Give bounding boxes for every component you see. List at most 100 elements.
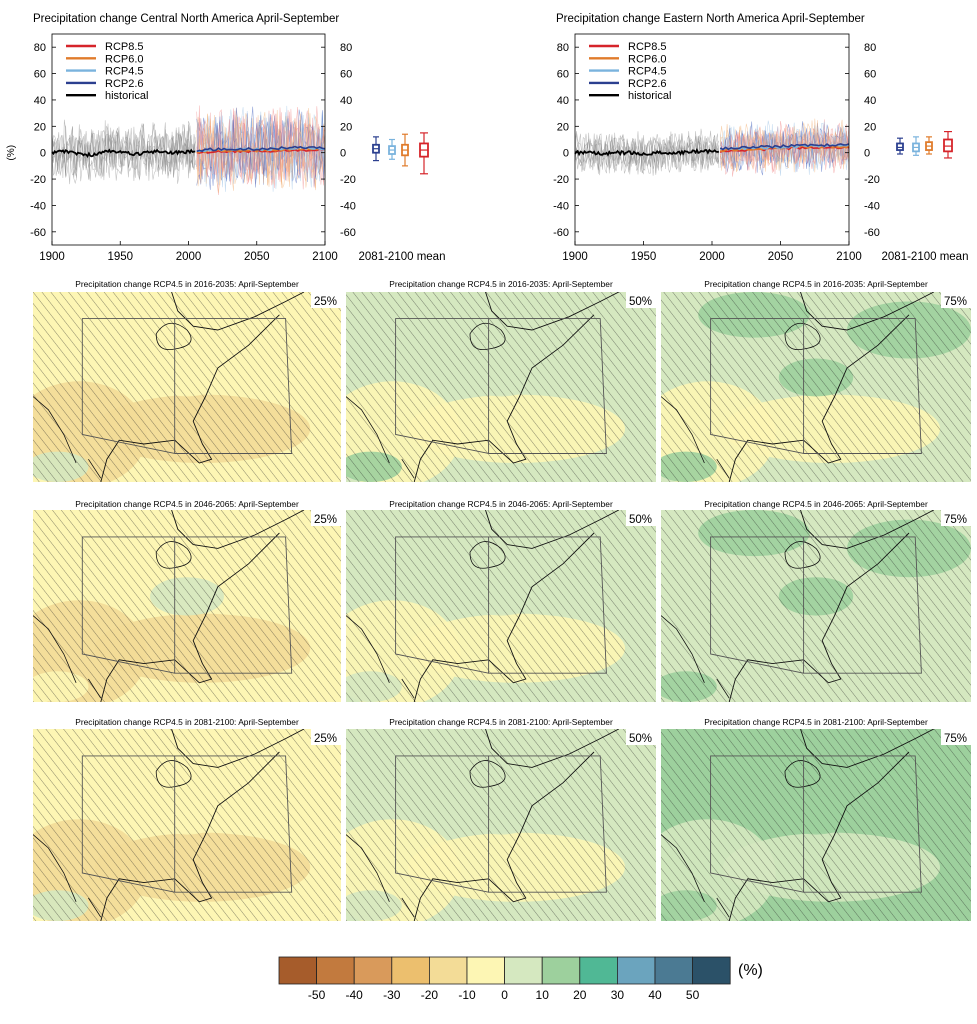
region-boxes	[395, 536, 607, 674]
boxplots	[372, 132, 429, 175]
great-lakes	[469, 322, 506, 350]
colorbar-swatch	[504, 956, 543, 985]
map-title: Precipitation change RCP4.5 in 2016-2035…	[704, 279, 928, 289]
colorbar-tick-label: 20	[573, 988, 587, 1002]
y-tick-label-right: 0	[340, 148, 346, 160]
map-hatching	[661, 729, 971, 921]
legend-label: RCP8.5	[628, 41, 667, 53]
legend-label: historical	[628, 90, 671, 102]
historical-member-line	[51, 123, 196, 184]
y-tick-label-right: -40	[340, 200, 356, 212]
region-boxes	[395, 755, 607, 893]
map-body	[346, 729, 656, 921]
timeseries-eastern: Precipitation change Eastern North Ameri…	[553, 13, 968, 263]
coastline	[100, 510, 305, 702]
y-tick-label: 20	[557, 121, 569, 133]
map-title: Precipitation change RCP4.5 in 2016-2035…	[389, 279, 613, 289]
map-hatching	[346, 292, 656, 482]
map-panel: Precipitation change RCP4.5 in 2081-2100…	[33, 717, 341, 921]
great-lakes	[784, 760, 821, 788]
colorbar-swatch	[617, 956, 656, 985]
boxplot-label: 2081-2100 mean	[359, 251, 446, 263]
map-hatching	[661, 510, 971, 702]
percentile-label: 25%	[314, 514, 337, 526]
percentile-label: 50%	[629, 296, 652, 308]
colorbar-tick-label: 30	[611, 988, 625, 1002]
colorbar-swatch	[316, 956, 355, 985]
y-tick-label-right: 20	[864, 121, 876, 133]
scenario-member-line	[719, 121, 850, 172]
map-title: Precipitation change RCP4.5 in 2046-2065…	[75, 499, 299, 509]
map-panel: Precipitation change RCP4.5 in 2016-2035…	[33, 279, 341, 482]
y-tick-label: 40	[34, 95, 46, 107]
percentile-label: 75%	[944, 733, 967, 745]
y-tick-label-right: 0	[864, 148, 870, 160]
percentile-label-bg	[941, 510, 971, 526]
y-tick-label-right: -20	[340, 174, 356, 186]
legend-label: RCP8.5	[105, 41, 144, 53]
legend-label: RCP4.5	[628, 66, 667, 78]
percentile-label-bg	[311, 292, 341, 308]
map-body	[346, 510, 656, 702]
region-boxes	[81, 536, 293, 674]
x-tick-label: 1900	[562, 251, 588, 263]
region-boxes	[710, 536, 922, 674]
colorbar-swatch	[428, 956, 468, 985]
percentile-label: 75%	[944, 296, 967, 308]
y-tick-label: -60	[553, 227, 569, 239]
colorbar-swatch	[692, 956, 731, 985]
map-title: Precipitation change RCP4.5 in 2046-2065…	[704, 499, 928, 509]
great-lakes	[155, 760, 192, 788]
y-tick-label-right: -60	[864, 227, 880, 239]
map-hatching	[346, 729, 656, 921]
west-coastline	[661, 615, 730, 699]
map-panel: Precipitation change RCP4.5 in 2016-2035…	[661, 279, 971, 482]
west-coastline	[346, 396, 415, 479]
coastline	[728, 510, 935, 702]
map-panel: Precipitation change RCP4.5 in 2046-2065…	[346, 499, 656, 702]
legend-label: historical	[105, 90, 148, 102]
colorbar-tick-label: 50	[686, 988, 700, 1002]
coastline	[728, 729, 935, 921]
y-tick-label-right: 60	[340, 69, 352, 81]
colorbar-swatch	[541, 956, 581, 985]
ts-title: Precipitation change Eastern North Ameri…	[556, 13, 865, 25]
great-lakes	[155, 322, 192, 350]
colorbar-swatch	[353, 956, 393, 985]
region-boxes	[710, 318, 922, 455]
map-hatching	[661, 292, 971, 482]
map-title: Precipitation change RCP4.5 in 2081-2100…	[704, 717, 928, 727]
y-tick-label: -40	[553, 200, 569, 212]
box-iqr	[896, 142, 904, 151]
x-tick-label: 2100	[312, 251, 338, 263]
coastline	[100, 729, 305, 921]
y-tick-label: 0	[563, 148, 569, 160]
x-tick-label: 1950	[107, 251, 133, 263]
scenario-mean-line	[196, 145, 326, 153]
west-coastline	[661, 834, 730, 918]
map-hatching	[346, 510, 656, 702]
map-body	[33, 729, 341, 921]
scenario-member-line	[719, 118, 850, 172]
map-panel: Precipitation change RCP4.5 in 2046-2065…	[33, 499, 341, 702]
coastline	[100, 292, 305, 482]
colorbar-swatch	[391, 956, 430, 985]
map-panel: Precipitation change RCP4.5 in 2081-2100…	[661, 717, 971, 921]
colorbar-tick-label: 0	[501, 988, 508, 1002]
y-tick-label-right: 80	[340, 42, 352, 54]
map-title: Precipitation change RCP4.5 in 2046-2065…	[389, 499, 613, 509]
y-tick-label: -60	[30, 227, 46, 239]
boxplots	[896, 130, 953, 159]
colorbar-swatch	[466, 956, 505, 985]
colorbar-tick-label: -30	[383, 988, 401, 1002]
colorbar-swatch	[654, 956, 693, 985]
percentile-label: 25%	[314, 733, 337, 745]
colorbar-unit: (%)	[738, 962, 763, 979]
y-tick-label: 60	[34, 69, 46, 81]
x-tick-label: 1900	[39, 251, 65, 263]
colorbar: (%) -50 -40 -30 -20 -10 0 10 20 30 40 50	[278, 956, 763, 1002]
west-coastline	[346, 834, 415, 918]
colorbar-tick-label: -20	[421, 988, 439, 1002]
historical-mean-line	[51, 148, 196, 158]
